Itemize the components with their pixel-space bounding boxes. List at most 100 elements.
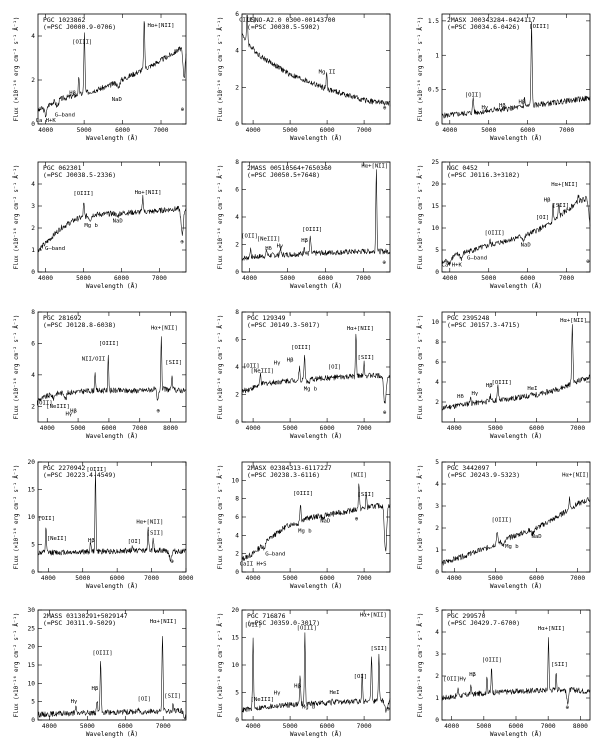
y-tick-label: 10 [28, 680, 36, 687]
chart-title: 2MASX 02384313-6117227 [247, 464, 332, 472]
x-tick-label: 4000 [447, 425, 462, 432]
plot-frame [241, 13, 391, 125]
x-tick-label: 8000 [163, 425, 178, 432]
x-tick-label: 6000 [520, 275, 535, 282]
line-annotation: [OIII] [484, 231, 504, 237]
line-annotation: [OII] [241, 234, 258, 240]
line-annotation: Mg b [505, 544, 519, 550]
y-tick-label: 20 [28, 459, 36, 466]
line-annotation: Hα+[NII] [150, 619, 177, 625]
chart-subtitle: (=PSC J0030.5-5902) [247, 23, 320, 31]
spectrum-panel: 4000 5000 6000 7000 8000 0 1 2 3 4 5 Wavelength (Å)… [417, 607, 591, 738]
spectrum-line [37, 635, 187, 720]
spectrum-line [241, 169, 391, 261]
y-tick-label: 1 [435, 52, 439, 59]
spectrum-line [241, 483, 391, 561]
x-tick-label: 5000 [280, 275, 295, 282]
line-annotation: Hα+[NII] [148, 23, 175, 29]
y-tick-label: 2 [31, 403, 35, 410]
x-tick-label: 5000 [481, 127, 496, 134]
x-tick-label: 5000 [481, 275, 496, 282]
x-axis-label: Wavelength (Å) [290, 729, 342, 738]
y-axis-label: Flux (×10⁻¹⁶ erg cm⁻² s⁻¹ Å⁻¹) [13, 17, 20, 122]
line-annotation: [NeII] [47, 536, 67, 542]
y-axis-label: Flux (×10⁻¹⁶ erg cm⁻² s⁻¹ Å⁻¹) [217, 165, 224, 270]
y-tick-label: 25 [432, 159, 440, 166]
x-tick-label: 6000 [320, 575, 335, 582]
x-tick-label: 4000 [42, 723, 57, 730]
x-tick-label: 5000 [80, 723, 95, 730]
chart-subtitle: (=PSC J0128.8-6038) [43, 321, 116, 329]
x-tick-label: 5000 [75, 575, 90, 582]
y-axis-label: Flux (×10⁻¹⁶ erg cm⁻² s⁻¹ Å⁻¹) [13, 165, 20, 270]
line-annotation: [NII] [350, 473, 367, 479]
line-annotation: Hα+[NII] [135, 190, 162, 196]
chart-subtitle: (=PSC J0429.7-6700) [447, 619, 520, 627]
chart-title: PGC 716876 [247, 612, 286, 620]
line-annotation: CaII H+S [240, 562, 267, 568]
y-tick-label: 2 [435, 673, 439, 680]
x-tick-label: 7000 [357, 127, 372, 134]
chart-subtitle: (=PSC J0157.3-4715) [447, 321, 520, 329]
x-tick-label: 7000 [570, 575, 585, 582]
x-tick-label: 7000 [357, 425, 372, 432]
y-tick-label: 0 [235, 569, 239, 576]
plot-frame [37, 13, 187, 125]
line-annotation: Hβ [287, 358, 294, 364]
x-tick-label: 4000 [447, 575, 462, 582]
y-tick-label: 5 [435, 247, 439, 254]
x-tick-label: 6000 [529, 425, 544, 432]
x-tick-label: 4000 [246, 127, 261, 134]
y-tick-label: 4 [235, 48, 239, 55]
chart-title: PGC 3442097 [447, 464, 489, 472]
line-annotation: HeI [329, 690, 339, 696]
line-annotation: [OI] [354, 674, 367, 680]
x-axis-label: Wavelength (Å) [290, 431, 342, 440]
spectrum-panel: 4000 5000 6000 7000 0 1 2 3 4 Wavelength (Å) Flux … [13, 161, 187, 290]
x-tick-label: 4000 [41, 575, 56, 582]
line-annotation: [NeIII] [257, 236, 281, 242]
line-annotation: [OIII] [302, 227, 322, 233]
y-tick-label: 10 [432, 319, 440, 326]
y-axis-label: Flux (×10⁻¹⁶ erg cm⁻² s⁻¹ Å⁻¹) [417, 315, 424, 420]
spectrum-panel: 4000 5000 6000 7000 8000 0 5 10 15 20 Wavelength (… [13, 459, 194, 590]
line-annotation: Mg b [304, 386, 318, 392]
spectrum-line [241, 14, 391, 107]
line-annotation: Hβ [301, 238, 308, 244]
y-axis-label: Flux (×10⁻¹⁶ erg cm⁻² s⁻¹ Å⁻¹) [417, 165, 424, 270]
y-axis-label: Flux (×10⁻¹⁶ erg cm⁻² s⁻¹ Å⁻¹) [217, 465, 224, 570]
line-annotation: Hα+[NII] [151, 325, 178, 331]
line-annotation: [OII] [443, 676, 460, 682]
y-tick-label: 1.5 [428, 18, 439, 25]
line-annotation: G–band [265, 552, 285, 558]
y-axis-label: Flux (×10⁻¹⁶ erg cm⁻² s⁻¹ Å⁻¹) [13, 465, 20, 570]
y-tick-label: 10 [28, 514, 36, 521]
line-annotation: [OI] [536, 215, 549, 221]
line-annotation: Hγ [481, 105, 488, 111]
y-tick-label: 4 [31, 181, 35, 188]
x-tick-label: 8000 [179, 575, 194, 582]
y-tick-label: 2 [235, 551, 239, 558]
line-annotation: [OIII] [529, 24, 549, 30]
x-tick-label: 6000 [320, 127, 335, 134]
x-axis-label: Wavelength (Å) [86, 729, 138, 738]
line-annotation: Hβ [518, 99, 525, 105]
plot-frame [441, 461, 591, 573]
line-annotation: [OIII] [92, 651, 112, 657]
chart-subtitle: (=PSC J0000.9-0706) [43, 23, 116, 31]
line-annotation: [OII] [38, 516, 55, 522]
y-tick-label: 5 [31, 542, 35, 549]
line-annotation: G–band [467, 256, 487, 262]
spectrum-panel: 4000 5000 6000 7000 0 2 4 6 Wavelength (Å) Flux (… [217, 11, 391, 142]
y-tick-label: 5 [31, 699, 35, 706]
y-tick-label: 0 [235, 717, 239, 724]
line-annotation: [OIII] [482, 658, 502, 664]
x-axis-label: Wavelength (Å) [490, 431, 542, 440]
y-tick-label: 8 [31, 309, 35, 316]
x-tick-label: 6000 [101, 425, 116, 432]
plot-frame [441, 13, 591, 125]
line-annotation: [OI] [328, 364, 341, 370]
x-tick-label: 5000 [77, 127, 92, 134]
line-annotation: NaD [112, 97, 123, 103]
y-tick-label: 6 [435, 359, 439, 366]
